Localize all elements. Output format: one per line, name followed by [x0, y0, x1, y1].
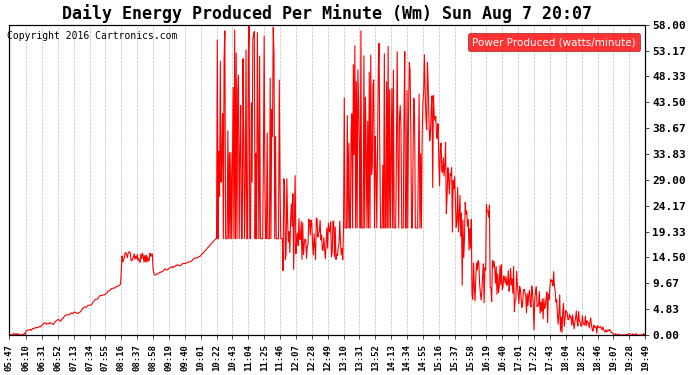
Text: Copyright 2016 Cartronics.com: Copyright 2016 Cartronics.com	[7, 32, 177, 41]
Title: Daily Energy Produced Per Minute (Wm) Sun Aug 7 20:07: Daily Energy Produced Per Minute (Wm) Su…	[62, 4, 592, 23]
Legend: Power Produced (watts/minute): Power Produced (watts/minute)	[468, 33, 640, 51]
